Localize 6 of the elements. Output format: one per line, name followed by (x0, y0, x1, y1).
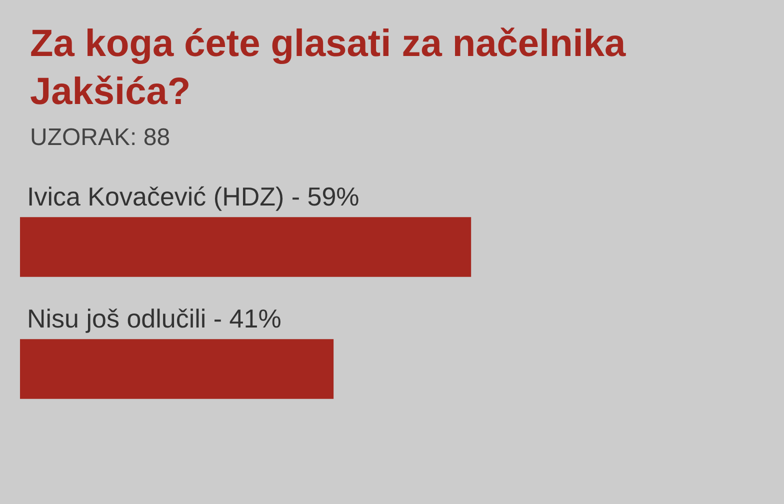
data-label: 41% (229, 304, 282, 334)
y-tick-label: Nisu još odlučili - (27, 304, 222, 334)
chart-subtitle: UZORAK: 88 (29, 123, 172, 152)
chart-title: Za koga ćete glasati za načelnika Jakšića? (29, 22, 627, 115)
data-label: 59% (307, 182, 360, 212)
y-tick-label: Ivica Kovačević (HDZ) - (27, 182, 300, 212)
